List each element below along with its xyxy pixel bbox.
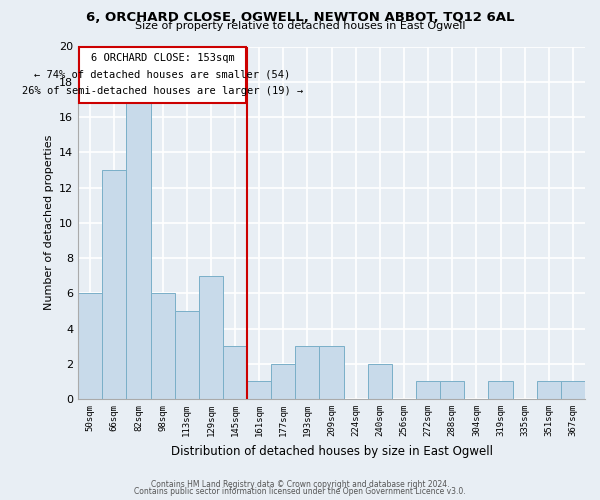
Bar <box>127 100 151 399</box>
Bar <box>223 346 247 399</box>
Bar <box>537 382 561 399</box>
Bar <box>175 311 199 399</box>
Text: 6, ORCHARD CLOSE, OGWELL, NEWTON ABBOT, TQ12 6AL: 6, ORCHARD CLOSE, OGWELL, NEWTON ABBOT, … <box>86 11 514 24</box>
Bar <box>271 364 295 399</box>
Bar <box>295 346 319 399</box>
Text: ← 74% of detached houses are smaller (54): ← 74% of detached houses are smaller (54… <box>34 70 291 80</box>
Bar <box>319 346 344 399</box>
Bar <box>488 382 512 399</box>
Bar <box>440 382 464 399</box>
Y-axis label: Number of detached properties: Number of detached properties <box>44 135 53 310</box>
Text: Size of property relative to detached houses in East Ogwell: Size of property relative to detached ho… <box>135 21 465 31</box>
Bar <box>199 276 223 399</box>
Bar <box>416 382 440 399</box>
Text: Contains HM Land Registry data © Crown copyright and database right 2024.: Contains HM Land Registry data © Crown c… <box>151 480 449 489</box>
Text: 26% of semi-detached houses are larger (19) →: 26% of semi-detached houses are larger (… <box>22 86 303 97</box>
X-axis label: Distribution of detached houses by size in East Ogwell: Distribution of detached houses by size … <box>170 444 493 458</box>
Bar <box>102 170 127 399</box>
Text: Contains public sector information licensed under the Open Government Licence v3: Contains public sector information licen… <box>134 488 466 496</box>
Bar <box>368 364 392 399</box>
Bar <box>78 294 102 399</box>
Bar <box>247 382 271 399</box>
Bar <box>79 46 246 103</box>
Text: 6 ORCHARD CLOSE: 153sqm: 6 ORCHARD CLOSE: 153sqm <box>91 53 235 63</box>
Bar <box>561 382 585 399</box>
Bar <box>151 294 175 399</box>
